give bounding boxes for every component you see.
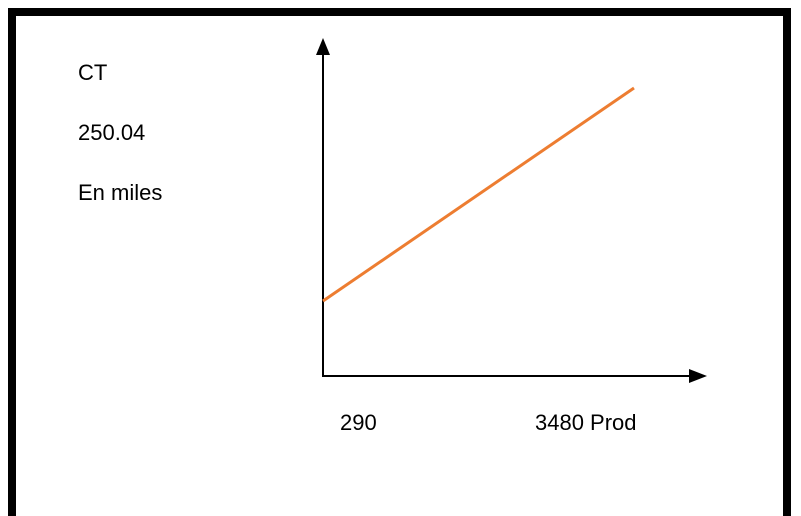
y-axis-arrowhead: [316, 38, 330, 55]
y-value-label: 250.04: [78, 120, 146, 145]
cost-line: [322, 86, 635, 303]
y-unit-label: En miles: [78, 180, 163, 205]
x-axis-arrowhead: [689, 369, 707, 383]
x-end-label: 3480 Prod: [535, 410, 637, 435]
diagram-frame: [8, 8, 791, 516]
x-start-label: 290: [340, 410, 377, 435]
y-axis-label: CT: [78, 60, 108, 85]
